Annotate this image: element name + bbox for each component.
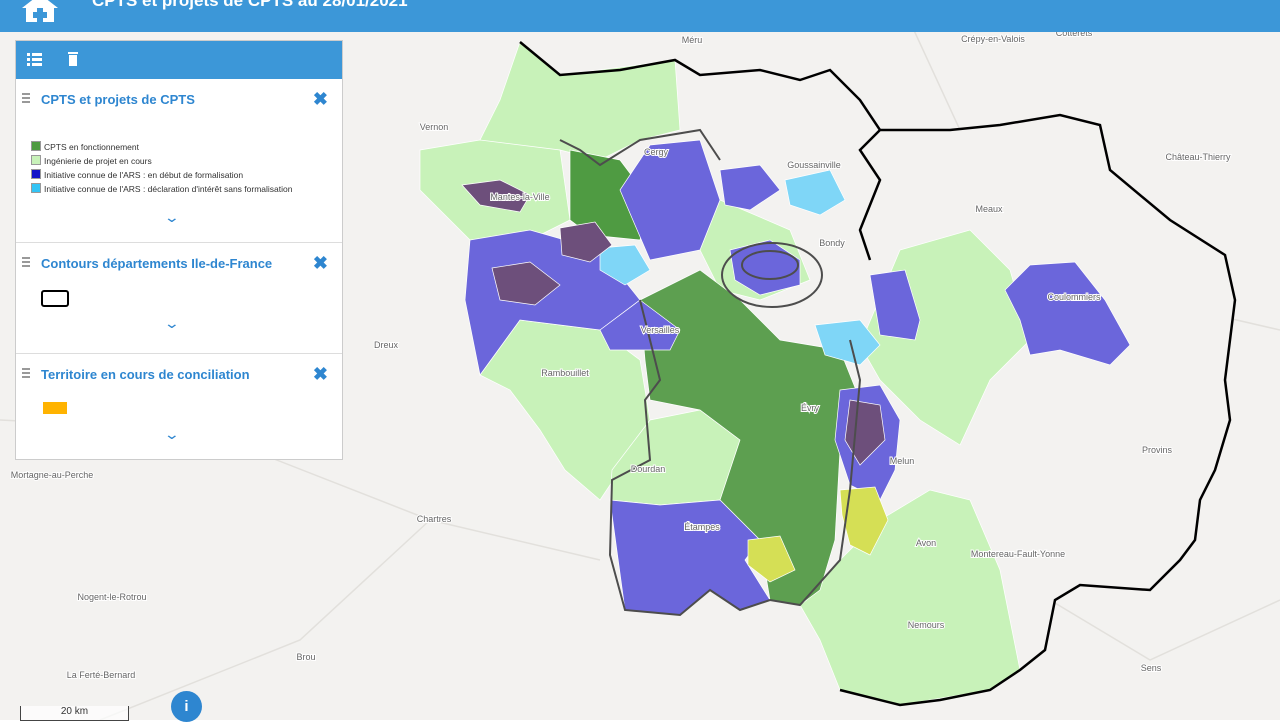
info-button[interactable]: i bbox=[171, 691, 202, 722]
expand-button[interactable]: ⌄ bbox=[163, 315, 181, 331]
layer-title: Contours départements Ile-de-France bbox=[41, 256, 273, 271]
legend-item: Initiative connue de l'ARS : déclaration… bbox=[31, 183, 292, 194]
place-label: Versailles bbox=[641, 325, 680, 335]
place-label: Dourdan bbox=[631, 464, 666, 474]
place-label: Étampes bbox=[684, 522, 720, 532]
conciliation-symbol bbox=[43, 402, 67, 414]
place-label: Sens bbox=[1141, 663, 1162, 673]
remove-button[interactable]: ✖ bbox=[312, 89, 328, 109]
layer-title: Territoire en cours de conciliation bbox=[41, 367, 250, 382]
header: CPTS et projets de CPTS au 28/01/2021 bbox=[0, 0, 1280, 32]
place-labels: Méru Crépy-en-ValoisCotterêtsVernonCergyG… bbox=[10, 27, 1232, 681]
department-outline bbox=[519, 41, 1237, 707]
place-label: Provins bbox=[1142, 445, 1173, 455]
place-label: Château-Thierry bbox=[1165, 152, 1231, 162]
place-label: Cergy bbox=[644, 147, 669, 157]
layer-section: Contours départements Ile-de-France ✖ ⌄ bbox=[16, 243, 342, 354]
cpts-areas bbox=[419, 41, 1131, 706]
place-label: La Ferté-Bernard bbox=[67, 670, 136, 680]
home-icon[interactable] bbox=[20, 0, 60, 32]
place-label: Brou bbox=[296, 652, 315, 662]
legend-item: Initiative connue de l'ARS : en début de… bbox=[31, 169, 243, 180]
place-label: Melun bbox=[890, 456, 915, 466]
layer-panel: CPTS et projets de CPTS ✖ CPTS en fonctio… bbox=[15, 40, 343, 460]
place-label: Rambouillet bbox=[541, 368, 589, 378]
place-label: Montereau-Fault-Yonne bbox=[971, 549, 1065, 559]
place-label: Crépy-en-Valois bbox=[961, 34, 1025, 44]
legend-swatch bbox=[31, 183, 41, 193]
legend-item: Ingénierie de projet en cours bbox=[31, 155, 152, 166]
place-label: Coulommiers bbox=[1047, 292, 1101, 302]
expand-button[interactable]: ⌄ bbox=[163, 426, 181, 442]
layer-section: CPTS et projets de CPTS ✖ CPTS en fonctio… bbox=[16, 79, 342, 243]
place-label: Meaux bbox=[975, 204, 1003, 214]
legend-label: Initiative connue de l'ARS : en début de… bbox=[44, 170, 244, 180]
legend-item: CPTS en fonctionnement bbox=[31, 141, 139, 152]
remove-button[interactable]: ✖ bbox=[312, 364, 328, 384]
department-contours bbox=[559, 128, 862, 617]
legend-label: Ingénierie de projet en cours bbox=[44, 156, 152, 166]
legend-swatch bbox=[31, 141, 41, 151]
legend-label: CPTS en fonctionnement bbox=[44, 142, 139, 152]
place-label: Évry bbox=[801, 403, 820, 413]
legend-label: Initiative connue de l'ARS : déclaration… bbox=[44, 184, 293, 194]
place-label: Vernon bbox=[420, 122, 449, 132]
place-label: Mortagne-au-Perche bbox=[11, 470, 94, 480]
header-title: CPTS et projets de CPTS au 28/01/2021 bbox=[92, 0, 408, 10]
panel-toolbar bbox=[16, 41, 342, 79]
place-label: Avon bbox=[916, 538, 936, 548]
outline-symbol bbox=[41, 290, 69, 307]
place-label: Dreux bbox=[374, 340, 399, 350]
scale-bar: 20 km bbox=[20, 706, 129, 721]
expand-button[interactable]: ⌄ bbox=[163, 209, 181, 225]
place-label: Méru bbox=[682, 35, 703, 45]
toolbar-icons[interactable] bbox=[16, 41, 96, 79]
legend-swatch bbox=[31, 155, 41, 165]
place-label: Nogent-le-Rotrou bbox=[77, 592, 146, 602]
layer-title: CPTS et projets de CPTS bbox=[41, 92, 195, 107]
place-label: Chartres bbox=[417, 514, 452, 524]
remove-button[interactable]: ✖ bbox=[312, 253, 328, 273]
place-label: Goussainville bbox=[787, 160, 841, 170]
layer-section: Territoire en cours de conciliation ✖ ⌄ bbox=[16, 354, 342, 461]
place-label: Nemours bbox=[908, 620, 945, 630]
legend-swatch bbox=[31, 169, 41, 179]
place-label: Mantes-la-Ville bbox=[490, 192, 549, 202]
place-label: Bondy bbox=[819, 238, 845, 248]
